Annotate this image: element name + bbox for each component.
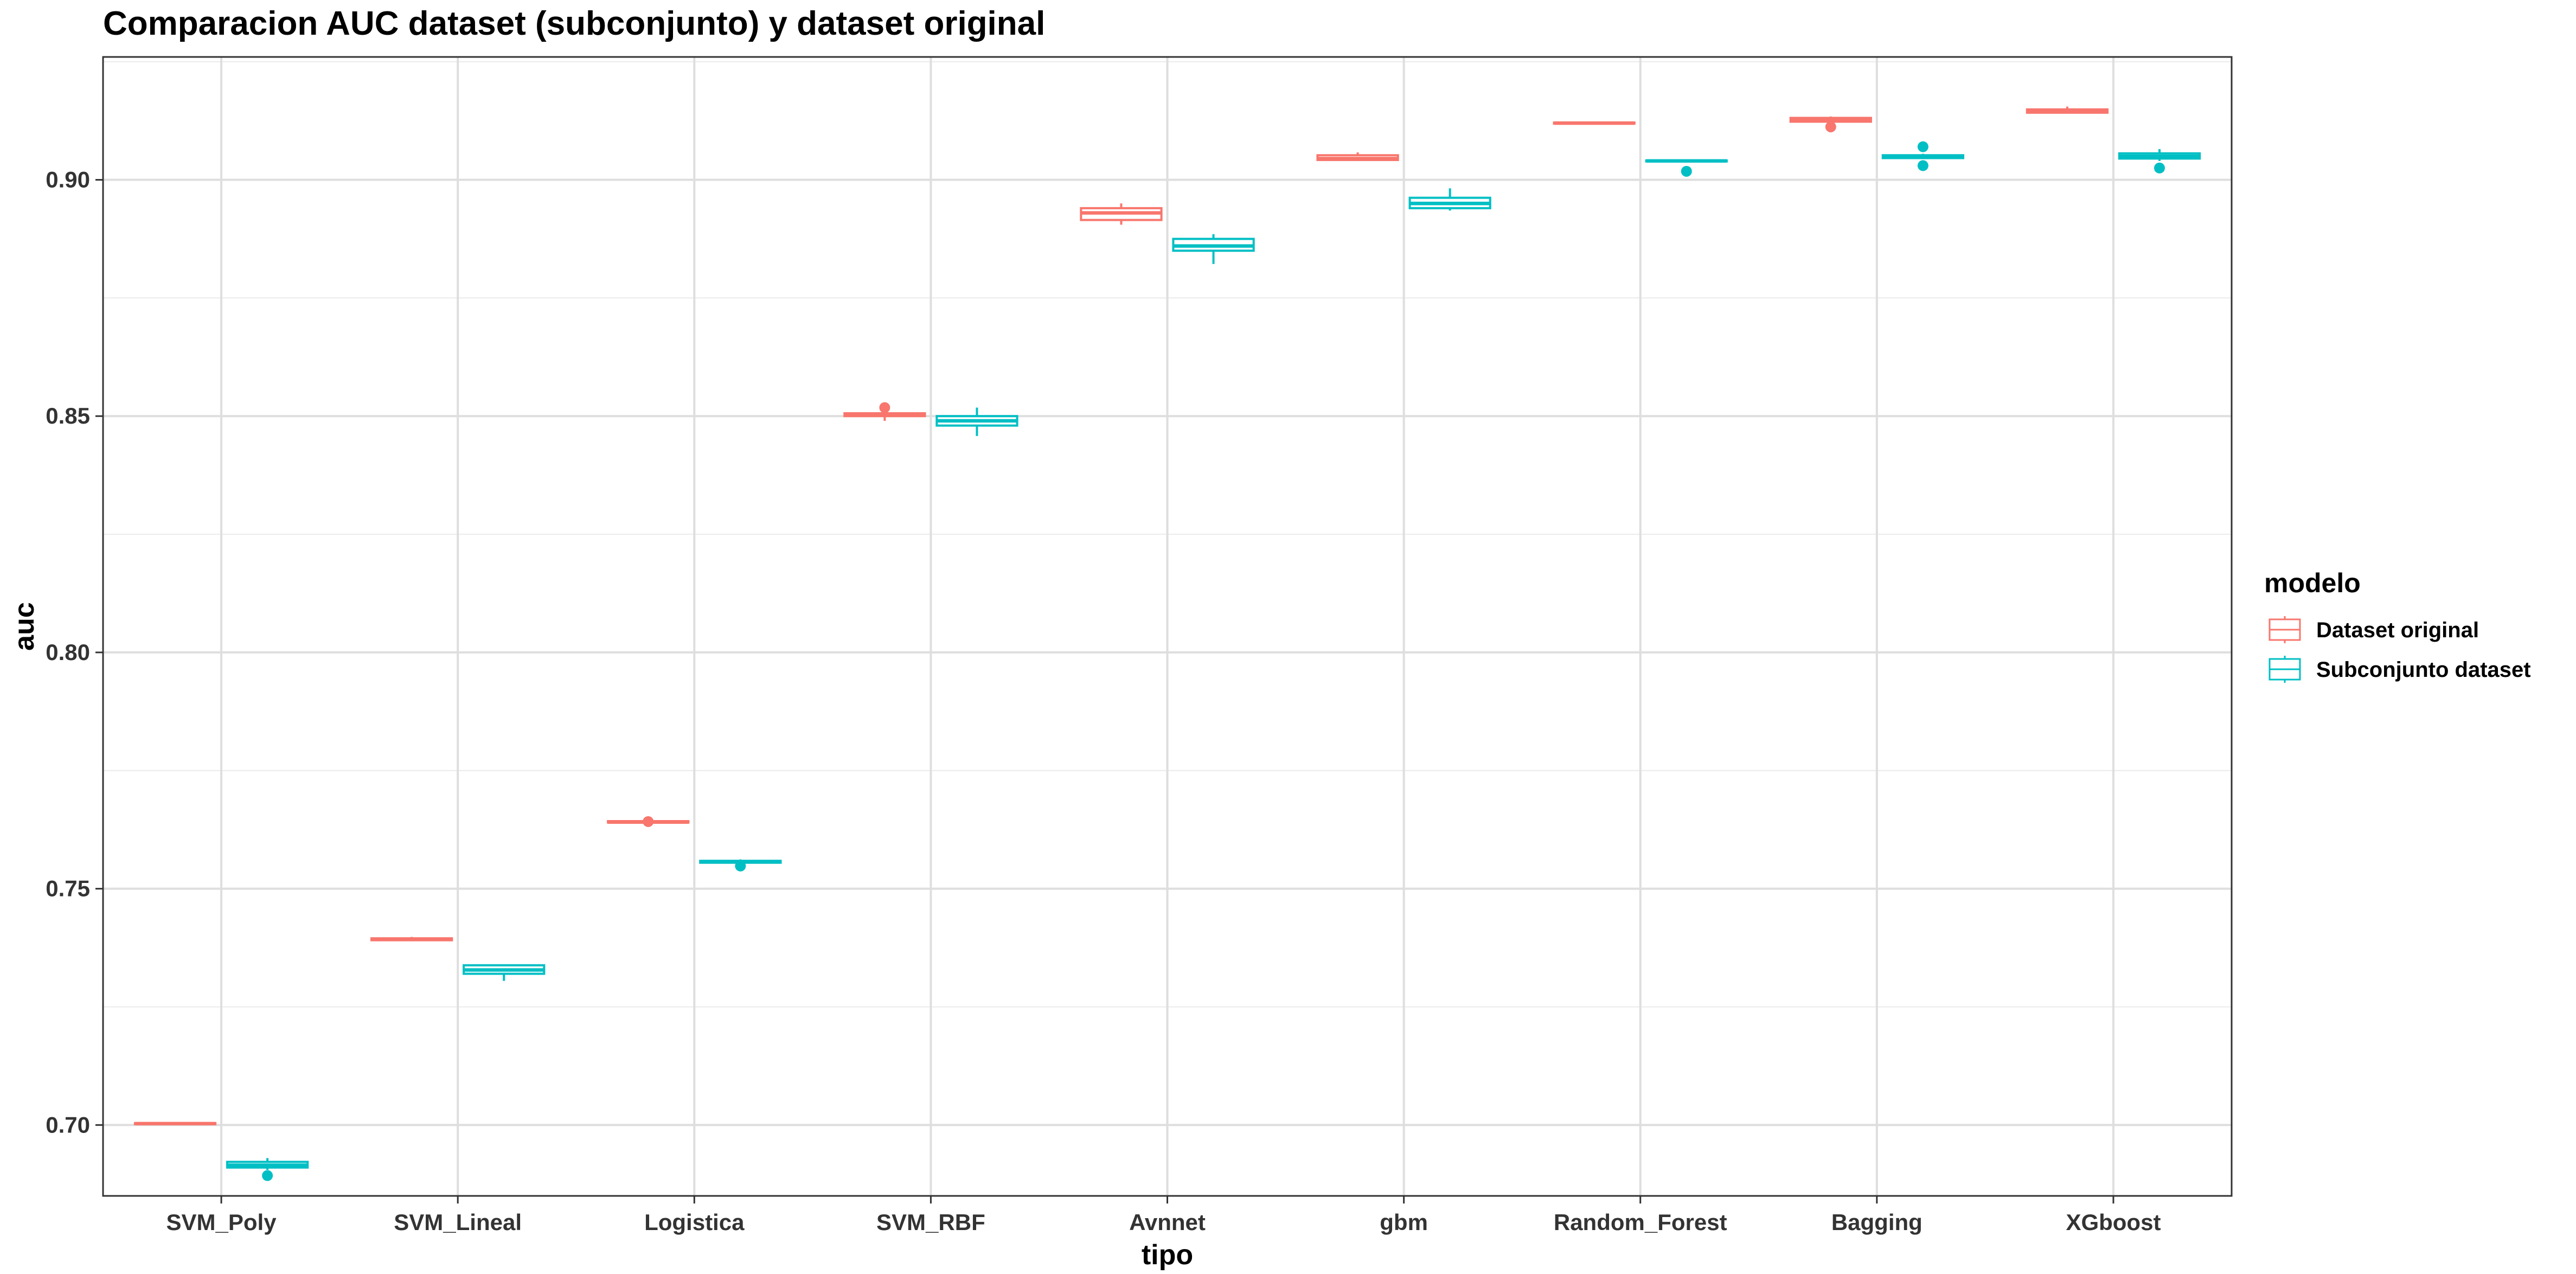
chart-title: Comparacion AUC dataset (subconjunto) y … [103,5,1045,42]
outlier-point [735,860,746,872]
boxplot-box [1408,188,1491,211]
boxplot-box [1789,116,1872,132]
y-tick-label: 0.70 [46,1112,90,1137]
legend-item: Dataset original [2269,616,2479,643]
outlier-point [262,1170,273,1181]
grid-lines [103,57,2232,1196]
boxplot-box [607,816,690,827]
x-tick-label: XGboost [2066,1209,2161,1235]
legend: modelo Dataset original Subconjunto datas… [2264,568,2531,683]
outlier-point [643,816,654,827]
outlier-point [1825,121,1836,132]
boxplot-box [226,1158,309,1181]
boxplot-box [133,1122,217,1125]
y-axis-title: auc [9,602,40,651]
x-tick-label: Logistica [644,1209,745,1235]
x-tick-label: gbm [1380,1209,1428,1235]
boxplot-box [1881,141,1965,171]
boxplot-box [935,407,1018,436]
outlier-point [1917,160,1928,171]
boxplot-box [1553,121,1636,125]
boxplot-box [463,964,546,981]
x-axis-title: tipo [1142,1239,1193,1271]
boxplot-box [843,402,926,421]
y-tick-label: 0.75 [46,876,90,901]
boxplot-box [2026,106,2109,114]
x-tick-label: Bagging [1831,1209,1923,1235]
x-axis: SVM_Poly SVM_Lineal Logistica SVM_RBF Avnnet… [166,1196,2161,1235]
boxplot-box [2118,149,2201,174]
x-tick-label: SVM_Poly [166,1209,277,1235]
boxplot-box [1316,152,1399,161]
x-tick-label: SVM_Lineal [394,1209,522,1235]
boxplot-box [1645,159,1728,177]
y-tick-label: 0.90 [46,167,90,193]
outlier-point [1681,165,1692,177]
box-layer [133,106,2201,1181]
outlier-point [1917,141,1928,152]
legend-item: Subconjunto dataset [2269,656,2531,683]
boxplot-box [370,937,453,942]
outlier-point [879,402,890,413]
y-tick-label: 0.80 [46,639,90,665]
x-tick-label: Avnnet [1129,1209,1206,1235]
x-tick-label: Random_Forest [1554,1209,1727,1235]
boxplot-box [1172,234,1255,264]
x-tick-label: SVM_RBF [876,1209,985,1235]
y-axis: 0.70 0.75 0.80 0.85 0.90 [46,167,103,1137]
boxplot-box [699,859,782,872]
boxplot-box [1080,203,1163,225]
outlier-point [2154,162,2165,174]
legend-title: modelo [2264,568,2361,598]
y-tick-label: 0.85 [46,403,90,428]
legend-label: Dataset original [2316,618,2479,642]
legend-label: Subconjunto dataset [2316,658,2531,682]
